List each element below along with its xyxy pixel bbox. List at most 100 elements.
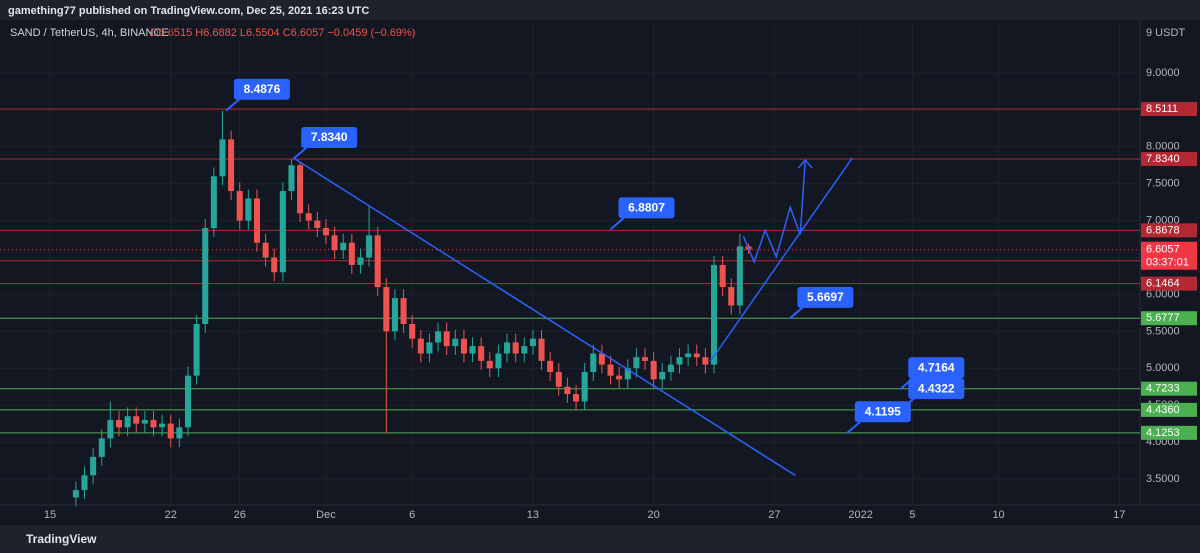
candle-body bbox=[478, 346, 485, 361]
candle-body bbox=[573, 394, 580, 402]
callout-box bbox=[854, 401, 911, 423]
published: gamething77 published on TradingView.com… bbox=[8, 5, 369, 17]
callout-label: 8.4876 bbox=[244, 82, 281, 96]
candle-body bbox=[133, 416, 140, 424]
symbol: SAND / TetherUS, 4h, BINANCE bbox=[10, 27, 169, 39]
candle-body bbox=[279, 191, 286, 273]
candle-body bbox=[374, 235, 381, 288]
callout-label: 5.6697 bbox=[807, 290, 844, 304]
candle-body bbox=[495, 353, 502, 369]
candle-body bbox=[460, 338, 467, 354]
y-tick-label: 3.5000 bbox=[1146, 473, 1180, 485]
callout-box bbox=[618, 197, 675, 219]
top-bar bbox=[0, 0, 1200, 20]
level-label: 4.4360 bbox=[1146, 404, 1180, 416]
callout-box bbox=[233, 78, 290, 100]
candle-body bbox=[331, 235, 338, 251]
level-label-box bbox=[1141, 102, 1197, 117]
candle-body bbox=[555, 371, 562, 387]
y-tick-label: 5.5000 bbox=[1146, 325, 1180, 337]
candle-body bbox=[297, 165, 304, 214]
candle-body bbox=[685, 353, 692, 358]
candle-body bbox=[693, 353, 700, 358]
candle-body bbox=[236, 191, 243, 221]
callout-box bbox=[301, 127, 358, 149]
candle-body bbox=[736, 246, 743, 306]
y-tick-label: 7.5000 bbox=[1146, 178, 1180, 190]
candle-body bbox=[598, 353, 605, 365]
candle-body bbox=[383, 287, 390, 332]
level-label-box bbox=[1141, 223, 1197, 238]
candle-body bbox=[590, 353, 597, 372]
candle-body bbox=[702, 357, 709, 365]
candle-body bbox=[228, 139, 235, 192]
callout-label: 4.1195 bbox=[865, 404, 901, 418]
x-tick-label: 17 bbox=[1113, 509, 1125, 521]
candle-body bbox=[253, 198, 260, 243]
callout-tail bbox=[609, 216, 626, 231]
arrow-head bbox=[797, 158, 813, 169]
candle-body bbox=[193, 323, 200, 376]
y-tick-label: 6.0000 bbox=[1146, 288, 1180, 300]
candle-body bbox=[650, 360, 657, 380]
callout-tail bbox=[788, 306, 805, 320]
candle-body bbox=[633, 357, 640, 369]
candle-body bbox=[184, 375, 192, 428]
candle-body bbox=[176, 427, 183, 439]
candle-body bbox=[90, 456, 97, 476]
candle-body bbox=[486, 360, 493, 369]
x-tick-label: 15 bbox=[44, 509, 56, 521]
candle-body bbox=[159, 423, 166, 428]
candle-body bbox=[435, 331, 442, 343]
level-label: 4.7233 bbox=[1146, 383, 1180, 395]
candle-body bbox=[288, 165, 295, 192]
brand: TradingView bbox=[26, 532, 97, 546]
candle-body bbox=[512, 342, 519, 354]
level-label-box bbox=[1141, 381, 1197, 396]
callout-box bbox=[908, 357, 965, 379]
level-label-box bbox=[1141, 152, 1197, 167]
y-tick-label: 5.0000 bbox=[1146, 362, 1180, 374]
trend-drawing bbox=[742, 160, 806, 265]
callout-tail bbox=[846, 420, 862, 435]
level-label-box bbox=[1141, 276, 1197, 291]
level-label: 7.8340 bbox=[1146, 153, 1180, 165]
candle-body bbox=[219, 139, 226, 177]
trend-drawing bbox=[292, 157, 796, 476]
candle-body bbox=[710, 264, 718, 365]
x-tick-label: 22 bbox=[165, 509, 177, 521]
candle-body bbox=[357, 257, 364, 265]
x-tick-label: 13 bbox=[527, 509, 539, 521]
x-tick-label: 6 bbox=[409, 509, 415, 521]
candle-body bbox=[314, 220, 321, 228]
y-tick-label: 9.0000 bbox=[1146, 67, 1180, 79]
candle-body bbox=[624, 368, 631, 380]
current-price-box bbox=[1141, 241, 1197, 270]
candle-body bbox=[667, 364, 674, 372]
callout-label: 4.7164 bbox=[918, 360, 955, 374]
currency: 9 USDT bbox=[1146, 27, 1185, 39]
callout-box bbox=[797, 286, 854, 308]
candle-body bbox=[107, 419, 114, 439]
candle-body bbox=[521, 346, 528, 354]
candle-body bbox=[391, 298, 398, 332]
candle-body bbox=[124, 416, 131, 428]
candle-body bbox=[676, 357, 683, 365]
candle-body bbox=[271, 257, 278, 273]
level-label-box bbox=[1141, 311, 1197, 326]
level-label: 6.1464 bbox=[1146, 278, 1180, 290]
candle-body bbox=[210, 176, 217, 228]
candle-body bbox=[98, 438, 105, 457]
candle-body bbox=[305, 213, 312, 221]
x-tick-label: 2022 bbox=[848, 509, 872, 521]
candle-body bbox=[400, 298, 407, 324]
candle-body bbox=[72, 490, 79, 498]
candle-body bbox=[81, 475, 88, 491]
level-label: 5.6777 bbox=[1146, 312, 1180, 324]
candle-body bbox=[202, 227, 209, 324]
candle-body bbox=[469, 346, 476, 354]
x-tick-label: Dec bbox=[316, 509, 336, 521]
candle-body bbox=[616, 375, 623, 380]
